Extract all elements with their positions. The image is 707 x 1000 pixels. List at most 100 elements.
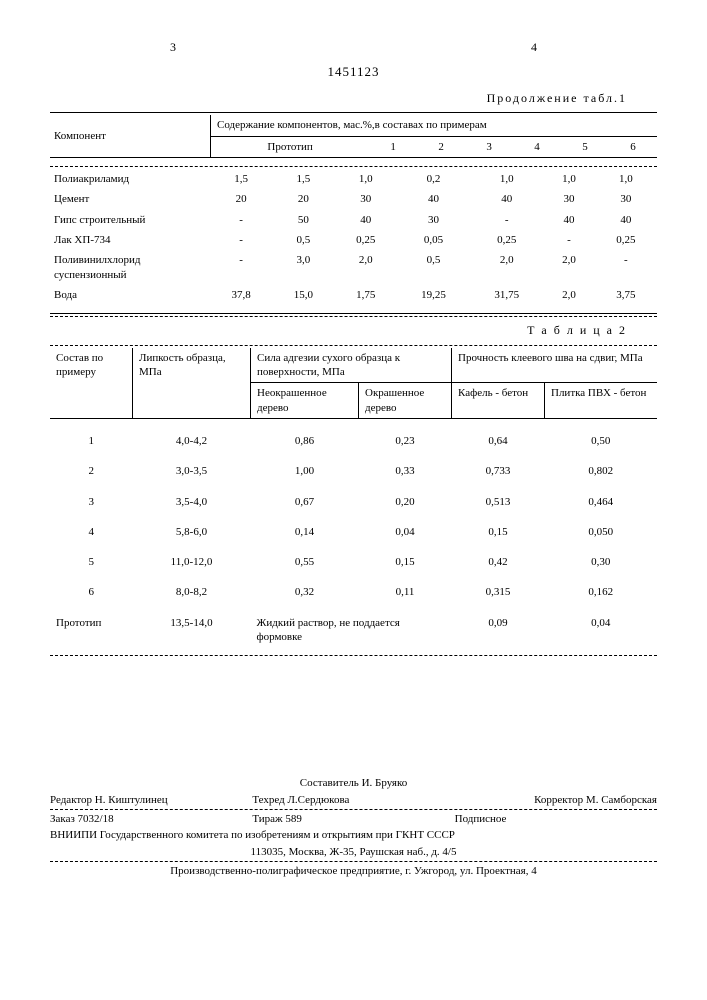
table2-proto-p1: 0,09 (452, 613, 545, 648)
table1-value: 0,25 (335, 230, 397, 250)
table1-col-component: Компонент (50, 115, 211, 157)
footer-redaktor: Редактор Н. Киштулинец (50, 793, 252, 807)
table1-caption: Продолжение табл.1 (50, 91, 627, 107)
table1-value: - (543, 230, 594, 250)
table1-component-name: Вода (50, 285, 210, 305)
footer-zakaz: Заказ 7032/18 (50, 812, 252, 826)
divider (50, 313, 657, 314)
table2-cell: 0,464 (545, 492, 658, 512)
footer-proizv: Производственно-полиграфическое предприя… (50, 864, 657, 878)
divider-dash (50, 861, 657, 862)
table2-col-prochnost: Прочность клеевого шва на сдвиг, МПа (452, 348, 658, 383)
divider-dash (50, 809, 657, 810)
table2-col-sostav: Состав по примеру (50, 348, 133, 419)
document-number: 1451123 (50, 64, 657, 81)
table1-value: 40 (470, 189, 543, 209)
table1-value: - (470, 210, 543, 230)
table1-value: 15,0 (272, 285, 334, 305)
table2-cell: 0,15 (452, 522, 545, 542)
table2-cell: 4 (50, 522, 133, 542)
table1-value: 30 (335, 189, 397, 209)
table1-value: - (210, 210, 272, 230)
footer-podpisnoe: Подписное (455, 812, 657, 826)
table2: Состав по примеру Липкость образца, МПа … (50, 348, 657, 648)
table1-subcol: 2 (417, 136, 465, 157)
table2-cell: 0,33 (359, 461, 452, 481)
table1-value: 1,0 (335, 169, 397, 189)
table1-value: 30 (397, 210, 470, 230)
footer-credits: Редактор Н. Киштулинец Техред Л.Сердюков… (50, 793, 657, 807)
divider-dash (50, 655, 657, 656)
table-row: Гипс строительный-504030-4040 (50, 210, 657, 230)
table2-cell: 0,315 (452, 582, 545, 602)
table2-cell: 1,00 (251, 461, 359, 481)
table2-cell: 0,55 (251, 552, 359, 572)
footer-vniipi: ВНИИПИ Государственного комитета по изоб… (50, 828, 657, 842)
table1-value: 2,0 (470, 250, 543, 285)
table1-subcol: 1 (369, 136, 417, 157)
table1-value: 0,5 (272, 230, 334, 250)
table2-col-lipkost: Липкость образца, МПа (133, 348, 251, 419)
table1-value: 0,5 (397, 250, 470, 285)
table2-cell: 3,5-4,0 (133, 492, 251, 512)
table1-component-name: Лак ХП-734 (50, 230, 210, 250)
table-row: 45,8-6,00,140,040,150,050 (50, 522, 657, 542)
table2-cell: 11,0-12,0 (133, 552, 251, 572)
footer-print-info: Заказ 7032/18 Тираж 589 Подписное (50, 812, 657, 826)
table1-value: 31,75 (470, 285, 543, 305)
table1-value: 40 (595, 210, 657, 230)
table2-row-prototype: Прототип 13,5-14,0 Жидкий раствор, не по… (50, 613, 657, 648)
table2-cell: 5 (50, 552, 133, 572)
table1-value: 1,0 (543, 169, 594, 189)
table1-subcol: 3 (465, 136, 513, 157)
table2-cell: 0,162 (545, 582, 658, 602)
table1-component-name: Гипс строительный (50, 210, 210, 230)
table1-value: 20 (210, 189, 272, 209)
table1-body: Полиакриламид1,51,51,00,21,01,01,0Цемент… (50, 169, 657, 305)
page-number-left: 3 (170, 40, 176, 56)
footer-tirazh: Тираж 589 (252, 812, 454, 826)
table1-value: 40 (397, 189, 470, 209)
table1-value: 0,05 (397, 230, 470, 250)
table1-value: 2,0 (335, 250, 397, 285)
table1-value: 1,0 (595, 169, 657, 189)
table-row: Лак ХП-734-0,50,250,050,25-0,25 (50, 230, 657, 250)
table-row: 14,0-4,20,860,230,640,50 (50, 431, 657, 451)
table2-cell: 0,733 (452, 461, 545, 481)
table1-value: 3,75 (595, 285, 657, 305)
table1-subcol: 6 (609, 136, 657, 157)
table1-value: 0,25 (595, 230, 657, 250)
table2-cell: 8,0-8,2 (133, 582, 251, 602)
table-row: 511,0-12,00,550,150,420,30 (50, 552, 657, 572)
table1-subcol: Прототип (211, 136, 370, 157)
table1-component-name: Поливинилхлорид суспензионный (50, 250, 210, 285)
table1-value: 2,0 (543, 285, 594, 305)
table2-cell: 0,23 (359, 431, 452, 451)
divider-dash (50, 166, 657, 167)
table1-subcol: 5 (561, 136, 609, 157)
footer-sostavitel: Составитель И. Бруяко (50, 776, 657, 790)
table2-caption: Т а б л и ц а 2 (50, 323, 627, 339)
table1-value: - (595, 250, 657, 285)
table2-cell: 0,14 (251, 522, 359, 542)
table1-value: 37,8 (210, 285, 272, 305)
table-row: Поливинилхлорид суспензионный-3,02,00,52… (50, 250, 657, 285)
footer-korrektor: Корректор М. Самборская (455, 793, 657, 807)
table1-value: 2,0 (543, 250, 594, 285)
footer-block: Составитель И. Бруяко Редактор Н. Киштул… (50, 776, 657, 878)
table2-proto-note: Жидкий раствор, не поддается формовке (251, 613, 452, 648)
table2-col-adgez: Сила адгезии сухого образца к поверхност… (251, 348, 452, 383)
table2-sub-a2: Окрашенное дерево (359, 383, 452, 419)
table1-value: 30 (543, 189, 594, 209)
table2-cell: 0,11 (359, 582, 452, 602)
table1-value: 0,25 (470, 230, 543, 250)
table2-cell: 0,20 (359, 492, 452, 512)
table2-cell: 0,15 (359, 552, 452, 572)
table2-cell: 0,30 (545, 552, 658, 572)
table2-cell: 0,050 (545, 522, 658, 542)
table1-value: - (210, 230, 272, 250)
table1-value: 40 (543, 210, 594, 230)
divider-dash (50, 345, 657, 346)
table1-col-content: Содержание компонентов, мас.%,в составах… (211, 115, 658, 136)
table2-cell: 2 (50, 461, 133, 481)
